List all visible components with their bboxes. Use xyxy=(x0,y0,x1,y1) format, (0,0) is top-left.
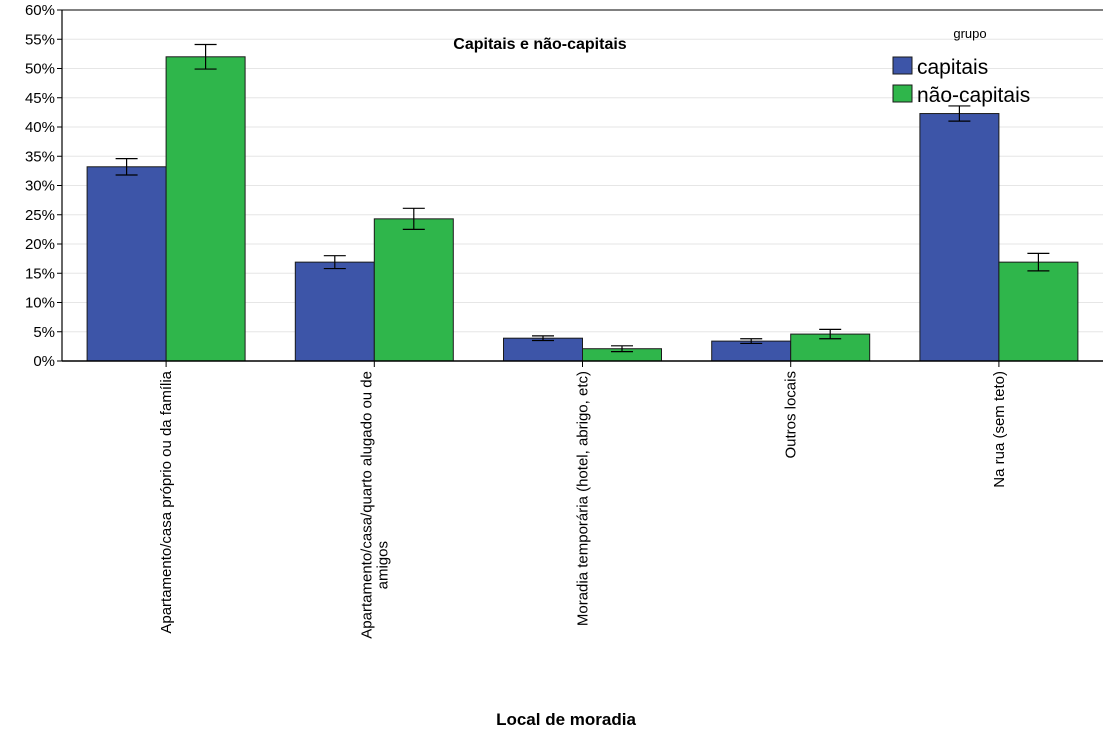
bar-nao-capitais xyxy=(373,218,454,362)
category-label: Na rua (sem teto) xyxy=(991,371,1008,488)
y-tick-label: 25% xyxy=(25,207,55,224)
y-tick-label: 55% xyxy=(25,31,55,48)
category-label-line: Na rua (sem teto) xyxy=(991,371,1008,488)
category-label: Apartamento/casa/quarto alugado ou deami… xyxy=(358,371,391,639)
legend: grupo capitais não-capitais xyxy=(892,26,1030,107)
y-tick-label: 15% xyxy=(25,265,55,282)
y-tick-label: 35% xyxy=(25,148,55,165)
x-axis-title: Local de moradia xyxy=(496,710,636,729)
y-tick-label: 40% xyxy=(25,119,55,136)
category-label-line: Moradia temporária (hotel, abrigo, etc) xyxy=(575,371,592,626)
chart-title: Capitais e não-capitais xyxy=(453,36,626,53)
y-tick-label: 60% xyxy=(25,2,55,19)
legend-swatch xyxy=(892,84,913,103)
y-tick-label: 0% xyxy=(33,353,55,370)
y-tick-label: 45% xyxy=(25,90,55,107)
legend-title: grupo xyxy=(953,26,986,41)
y-tick-label: 30% xyxy=(25,178,55,195)
category-label: Outros locais xyxy=(783,371,800,459)
category-label-line: Outros locais xyxy=(783,371,800,459)
legend-swatch xyxy=(892,56,913,75)
bar-capitais xyxy=(294,261,375,362)
bar-capitais xyxy=(711,340,792,362)
category-label-line: amigos xyxy=(374,541,391,589)
y-tick-label: 5% xyxy=(33,324,55,341)
category-label: Apartamento/casa próprio ou da família xyxy=(158,370,175,633)
axes: 0% 5% 10% 15% 20% 25% 30% 35% 40% 45% 50% 55% 60% Apa… xyxy=(25,2,1103,639)
bar-capitais xyxy=(919,113,1000,362)
y-tick-label: 50% xyxy=(25,61,55,78)
legend-label: capitais xyxy=(917,56,988,79)
category-label-line: Apartamento/casa/quarto alugado ou de xyxy=(358,371,375,639)
y-tick-label: 20% xyxy=(25,236,55,253)
bar-capitais xyxy=(86,166,167,362)
legend-label: não-capitais xyxy=(917,84,1030,107)
bar-nao-capitais xyxy=(165,56,246,362)
y-tick-label: 10% xyxy=(25,295,55,312)
bar-capitais xyxy=(503,337,583,362)
bar-nao-capitais xyxy=(998,261,1079,362)
category-label: Moradia temporária (hotel, abrigo, etc) xyxy=(575,371,592,626)
category-label-line: Apartamento/casa próprio ou da família xyxy=(158,370,175,633)
bars xyxy=(86,43,1079,362)
